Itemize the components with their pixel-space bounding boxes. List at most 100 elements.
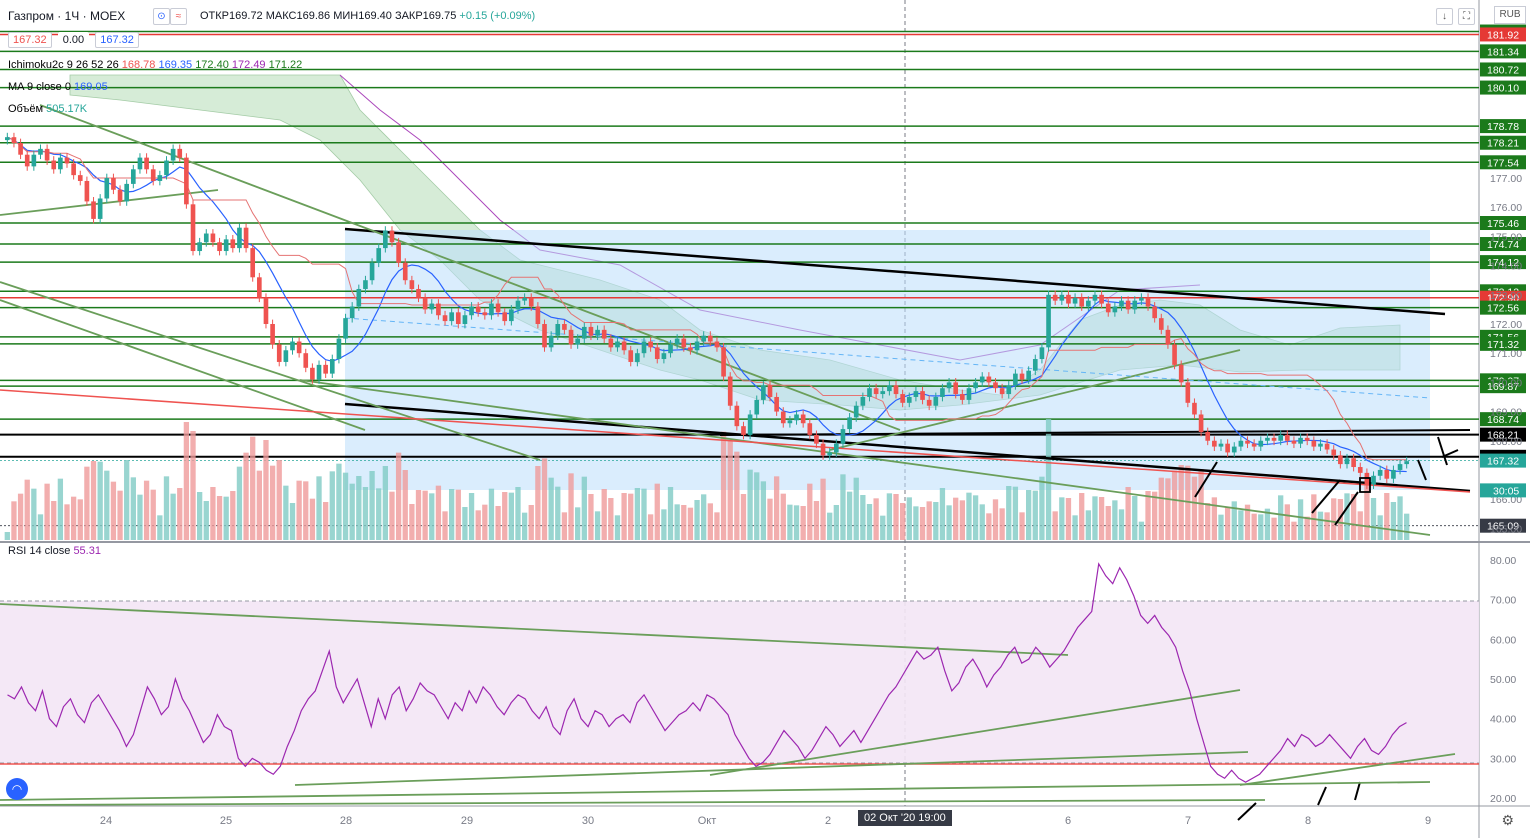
candle-body[interactable] — [131, 169, 136, 184]
candle-body[interactable] — [986, 376, 992, 383]
volume-legend[interactable]: Объём 505.17K — [8, 103, 87, 115]
candle-body[interactable] — [1086, 300, 1091, 307]
candle-body[interactable] — [442, 315, 448, 322]
candle-body[interactable] — [747, 414, 753, 435]
candle-body[interactable] — [1298, 437, 1303, 444]
candle-body[interactable] — [11, 137, 17, 144]
candle-body[interactable] — [1059, 294, 1065, 301]
candle-body[interactable] — [91, 201, 96, 219]
candle-body[interactable] — [436, 303, 441, 316]
candle-body[interactable] — [1377, 469, 1383, 476]
candle-body[interactable] — [71, 163, 76, 176]
candle-body[interactable] — [900, 394, 905, 403]
candle-body[interactable] — [1225, 443, 1230, 453]
candle-body[interactable] — [1132, 300, 1138, 310]
candle-body[interactable] — [1172, 344, 1177, 365]
candle-body[interactable] — [774, 396, 779, 412]
candle-body[interactable] — [237, 227, 242, 249]
candle-body[interactable] — [973, 382, 978, 389]
candle-body[interactable] — [787, 420, 793, 424]
candle-body[interactable] — [1338, 455, 1343, 465]
candle-body[interactable] — [608, 338, 614, 348]
candle-body[interactable] — [402, 262, 408, 281]
candle-body[interactable] — [1046, 294, 1051, 348]
candle-body[interactable] — [840, 429, 846, 444]
bid-price[interactable]: 167.32 — [8, 32, 52, 48]
candle-body[interactable] — [429, 303, 435, 310]
candle-body[interactable] — [568, 329, 574, 345]
candle-body[interactable] — [396, 242, 401, 263]
candle-body[interactable] — [714, 341, 720, 348]
candle-body[interactable] — [1291, 440, 1297, 444]
candle-body[interactable] — [31, 154, 37, 167]
candle-body[interactable] — [615, 341, 620, 348]
candle-body[interactable] — [1205, 432, 1211, 441]
candle-body[interactable] — [1351, 458, 1356, 468]
compare-icon[interactable]: ⊙ — [153, 8, 170, 25]
candle-body[interactable] — [164, 160, 169, 176]
candle-body[interactable] — [807, 423, 813, 435]
candle-body[interactable] — [820, 443, 826, 456]
candle-body[interactable] — [97, 198, 103, 219]
candle-body[interactable] — [1357, 467, 1363, 473]
candle-body[interactable] — [926, 399, 932, 406]
candle-body[interactable] — [124, 183, 130, 202]
candle-body[interactable] — [310, 367, 315, 380]
candle-body[interactable] — [827, 452, 833, 456]
candle-body[interactable] — [263, 297, 269, 324]
candle-body[interactable] — [1139, 297, 1144, 301]
candle-body[interactable] — [1178, 364, 1184, 383]
candle-body[interactable] — [495, 303, 501, 313]
candle-body[interactable] — [535, 306, 541, 324]
candle-body[interactable] — [203, 233, 209, 243]
candle-body[interactable] — [329, 359, 335, 374]
candle-body[interactable] — [1238, 440, 1244, 447]
candle-body[interactable] — [800, 414, 806, 424]
candle-body[interactable] — [422, 297, 428, 310]
candle-body[interactable] — [834, 443, 839, 453]
candle-body[interactable] — [581, 326, 587, 339]
candle-body[interactable] — [1013, 373, 1018, 386]
candle-body[interactable] — [1006, 385, 1012, 395]
candle-body[interactable] — [1165, 329, 1171, 345]
candle-body[interactable] — [966, 388, 972, 400]
candle-body[interactable] — [336, 338, 342, 360]
candle-body[interactable] — [853, 405, 859, 418]
candle-body[interactable] — [104, 178, 110, 199]
candle-body[interactable] — [1231, 446, 1237, 453]
candle-body[interactable] — [409, 280, 415, 289]
candle-body[interactable] — [1278, 434, 1283, 441]
candle-body[interactable] — [648, 341, 653, 348]
candle-body[interactable] — [595, 329, 600, 336]
candle-body[interactable] — [4, 137, 10, 141]
candle-body[interactable] — [1251, 443, 1257, 447]
candle-body[interactable] — [1218, 443, 1224, 447]
candle-body[interactable] — [780, 411, 786, 424]
candle-body[interactable] — [674, 338, 680, 345]
candle-body[interactable] — [1318, 443, 1323, 447]
candle-body[interactable] — [548, 335, 554, 348]
candle-body[interactable] — [1072, 297, 1078, 304]
candle-body[interactable] — [694, 341, 700, 351]
candle-body[interactable] — [575, 338, 580, 345]
candle-body[interactable] — [389, 230, 395, 243]
candle-body[interactable] — [84, 180, 90, 202]
candle-body[interactable] — [18, 143, 23, 155]
candle-body[interactable] — [946, 382, 952, 389]
candle-body[interactable] — [217, 242, 222, 252]
candle-body[interactable] — [455, 312, 461, 324]
candle-body[interactable] — [250, 248, 256, 278]
candle-body[interactable] — [296, 341, 302, 354]
candle-body[interactable] — [1198, 414, 1204, 432]
candle-body[interactable] — [111, 178, 116, 190]
candle-body[interactable] — [316, 364, 322, 380]
candle-body[interactable] — [1119, 300, 1124, 307]
candle-body[interactable] — [197, 242, 202, 252]
candle-body[interactable] — [1026, 370, 1031, 380]
candle-body[interactable] — [349, 306, 355, 319]
indicators-icon[interactable]: ≈ — [170, 8, 187, 25]
candle-body[interactable] — [1271, 437, 1277, 441]
candle-body[interactable] — [621, 341, 627, 351]
candle-body[interactable] — [641, 341, 647, 354]
